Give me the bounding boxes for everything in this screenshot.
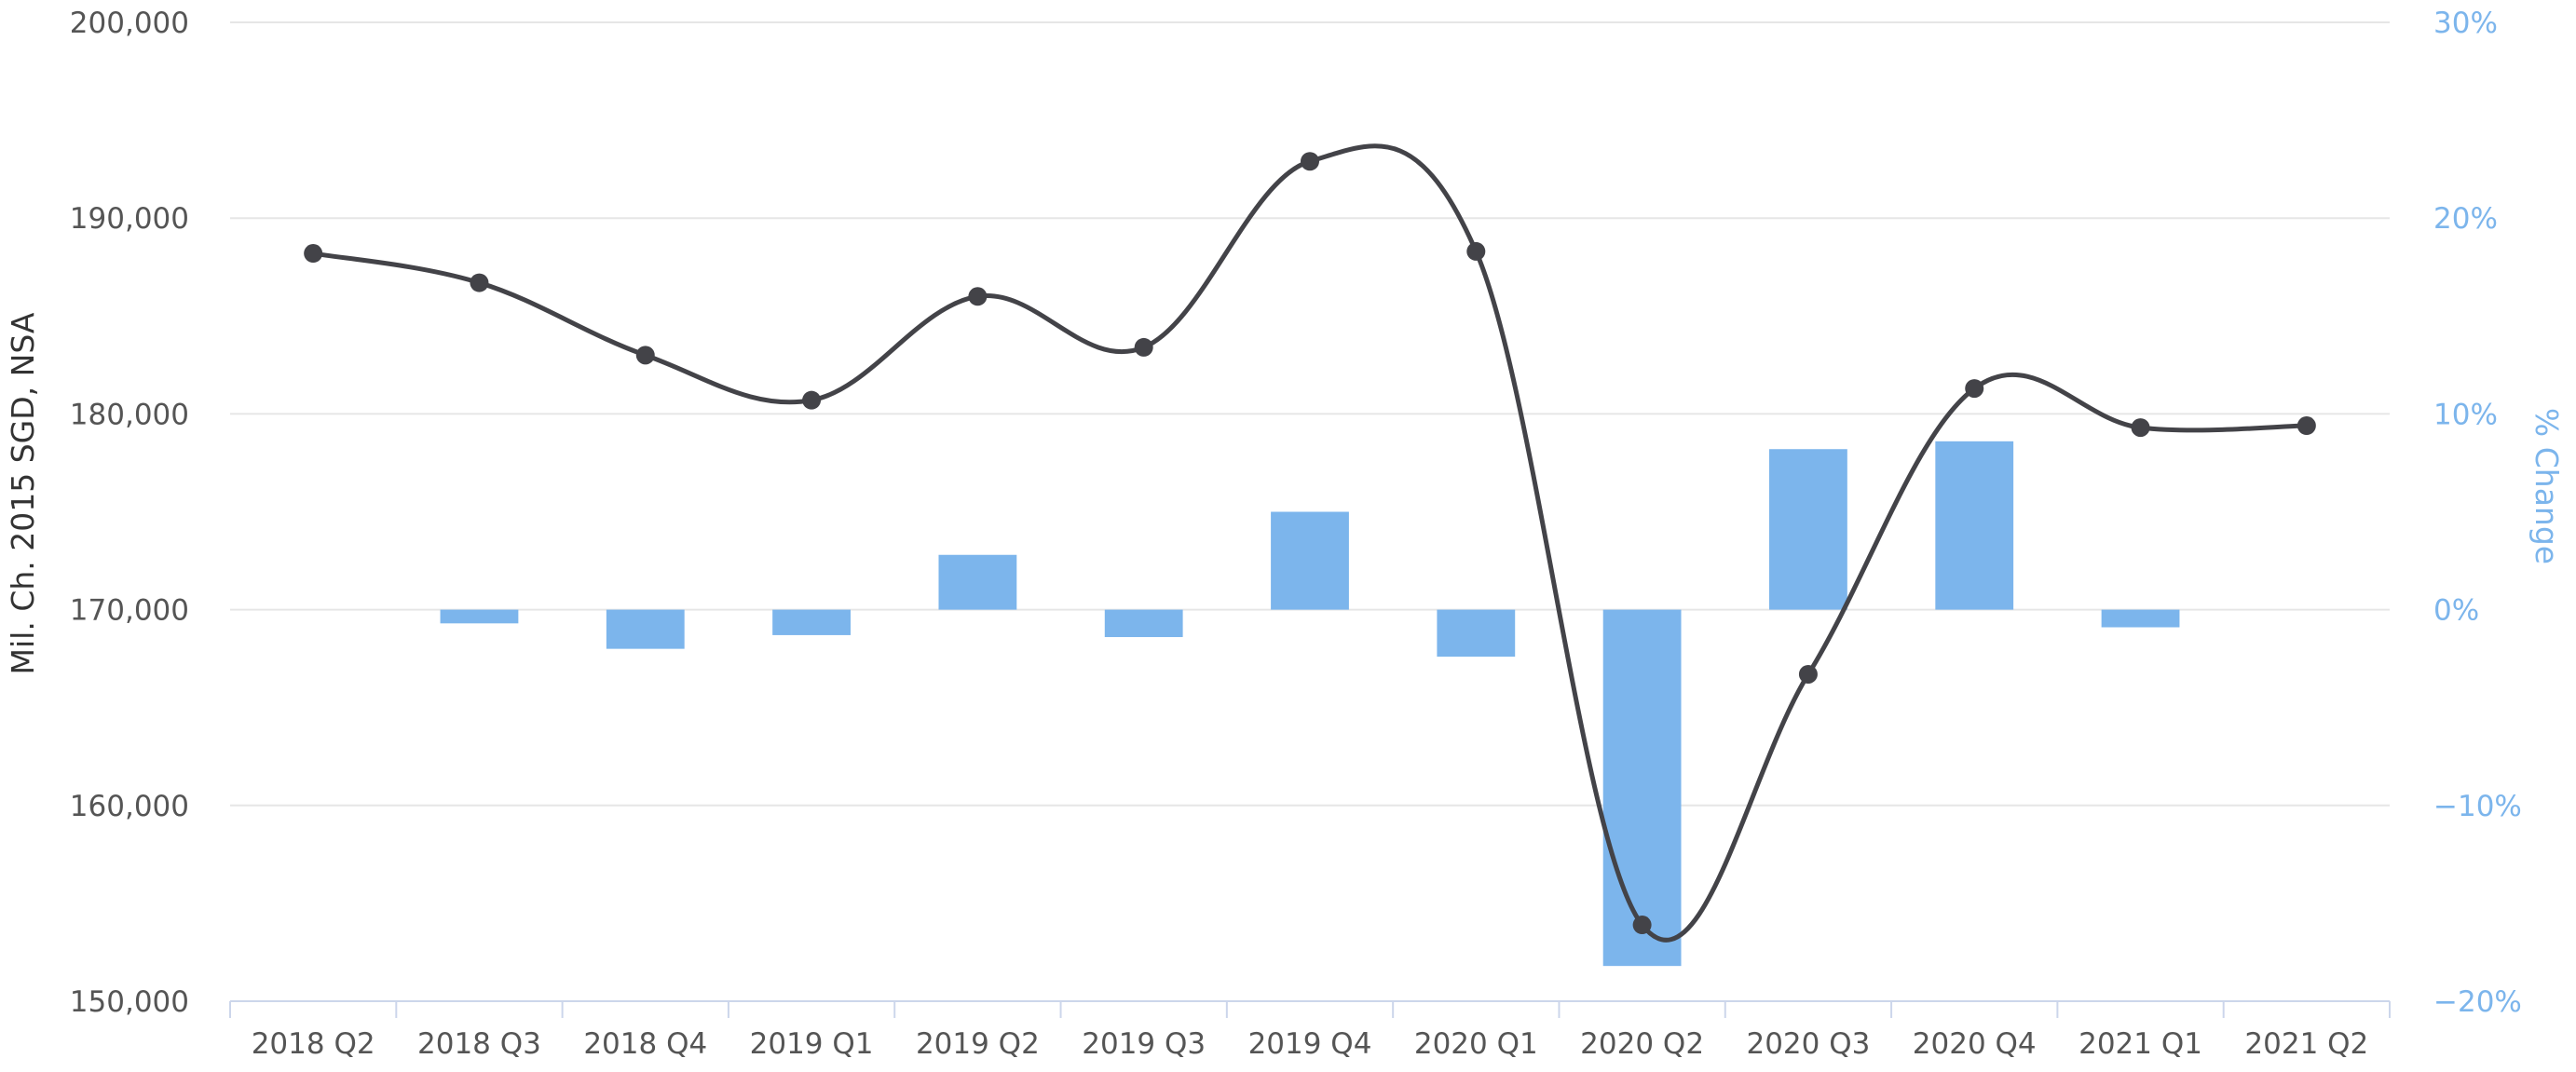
x-tick-label: 2019 Q3 (1082, 1027, 1206, 1061)
y-left-tick-label: 150,000 (70, 985, 189, 1019)
y-right-tick-label: 0% (2433, 594, 2479, 628)
y-left-tick-label: 200,000 (70, 7, 189, 40)
x-tick-label: 2021 Q1 (2079, 1027, 2202, 1061)
x-tick-label: 2021 Q2 (2244, 1027, 2368, 1061)
bar (440, 609, 519, 624)
x-tick-label: 2019 Q4 (1248, 1027, 1372, 1061)
bar (1935, 441, 2014, 610)
bar (772, 609, 851, 635)
line-point (2297, 416, 2316, 436)
line-series-markers (304, 152, 2316, 935)
y-left-tick-label: 170,000 (70, 594, 189, 628)
line-point (1798, 664, 1818, 684)
bar (1437, 609, 1516, 658)
line-point (1301, 152, 1319, 171)
bar (1769, 449, 1847, 610)
y-right-tick-label: −20% (2433, 985, 2522, 1019)
line-point (1466, 241, 1486, 261)
line-point (470, 273, 489, 292)
y-axis-left-title: Mil. Ch. 2015 SGD, NSA (5, 312, 41, 674)
x-tick-label: 2020 Q4 (1913, 1027, 2037, 1061)
line-point (2131, 418, 2150, 438)
x-tick-label: 2020 Q1 (1414, 1027, 1538, 1061)
y-axis-left: 150,000 160,000 170,000 180,000 190,000 200,0… (70, 7, 189, 1019)
y-left-tick-label: 180,000 (70, 398, 189, 431)
bar-series-percent-change (440, 441, 2180, 967)
line-point (968, 287, 988, 306)
line-point (802, 390, 822, 410)
line-point (1632, 916, 1652, 935)
bar (1271, 511, 1349, 610)
bar (1602, 609, 1682, 967)
y-left-tick-label: 190,000 (70, 202, 189, 236)
y-right-tick-label: 20% (2433, 202, 2498, 236)
x-tick-label: 2018 Q4 (583, 1027, 707, 1061)
x-tick-label: 2019 Q1 (750, 1027, 874, 1061)
x-tick-label: 2020 Q3 (1746, 1027, 1870, 1061)
x-axis: 2018 Q2 2018 Q3 2018 Q4 2019 Q1 2019 Q2 2019 … (229, 1000, 2391, 1061)
line-point (1965, 379, 1984, 399)
bar (938, 554, 1017, 610)
line-point (635, 346, 655, 365)
line-point (304, 244, 323, 264)
y-axis-right-title: % Change (2528, 408, 2565, 564)
y-right-tick-label: 30% (2433, 7, 2498, 40)
y-right-tick-label: 10% (2433, 398, 2498, 431)
x-tick-label: 2019 Q2 (916, 1027, 1040, 1061)
y-left-tick-label: 160,000 (70, 790, 189, 823)
gridlines (230, 21, 2390, 807)
bar (606, 609, 685, 649)
line-series-real-gdp (312, 143, 2307, 943)
y-axis-right: −20% −10% 0% 10% 20% 30% (2433, 7, 2522, 1019)
bar (2101, 609, 2180, 628)
line-point (1134, 337, 1153, 357)
bar (1104, 609, 1183, 638)
x-tick-label: 2020 Q2 (1580, 1027, 1704, 1061)
y-right-tick-label: −10% (2433, 790, 2522, 823)
x-tick-label: 2018 Q2 (252, 1027, 375, 1061)
x-tick-label: 2018 Q3 (417, 1027, 541, 1061)
